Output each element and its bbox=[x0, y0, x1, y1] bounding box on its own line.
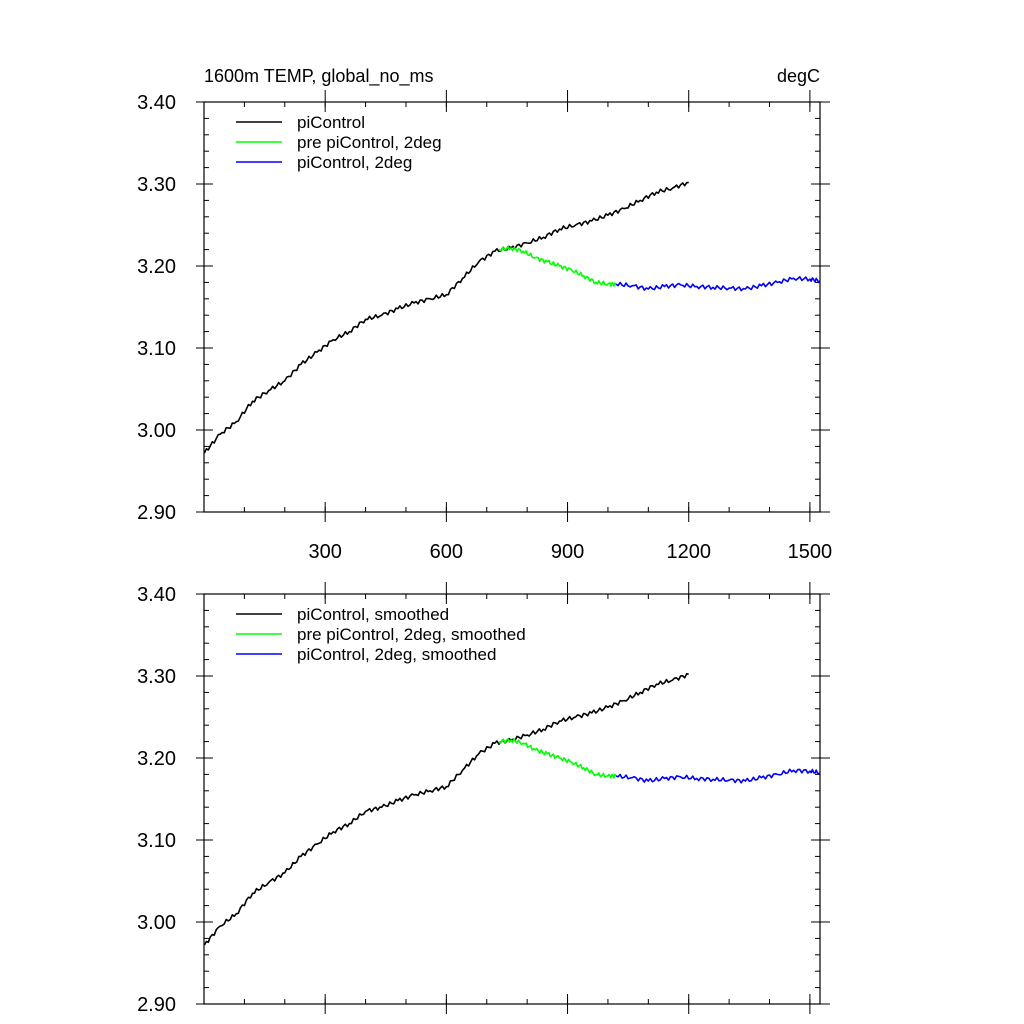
chart-title-left: 1600m TEMP, global_no_ms bbox=[204, 66, 433, 87]
x-tick-label: 600 bbox=[430, 541, 463, 563]
plot-frame bbox=[203, 101, 821, 513]
chart-units-label: degC bbox=[777, 66, 820, 86]
series-line-2 bbox=[615, 275, 821, 292]
series-line-0 bbox=[203, 672, 689, 946]
legend-label: piControl bbox=[297, 113, 365, 132]
y-tick-label: 3.40 bbox=[137, 92, 176, 114]
legend-label: piControl, smoothed bbox=[297, 605, 449, 624]
y-tick-label: 3.20 bbox=[137, 256, 176, 278]
y-tick-label: 3.20 bbox=[137, 748, 176, 770]
plot-frame bbox=[203, 593, 821, 1005]
y-tick-label: 3.00 bbox=[137, 912, 176, 934]
y-tick-label: 3.30 bbox=[137, 174, 176, 196]
series-line-0 bbox=[203, 181, 689, 454]
y-tick-label: 3.00 bbox=[137, 420, 176, 442]
x-tick-label: 1200 bbox=[666, 541, 711, 563]
x-tick-label: 300 bbox=[308, 541, 341, 563]
y-tick-label: 2.90 bbox=[137, 502, 176, 524]
series-line-1 bbox=[498, 245, 617, 287]
bottom-panel: 2.90 3.00 3.10 3.20 3.30 3.40 piControl, smoot… bbox=[137, 582, 830, 1016]
y-tick-label: 3.40 bbox=[137, 584, 176, 606]
series-line-2 bbox=[615, 768, 821, 784]
legend-label: pre piControl, 2deg, smoothed bbox=[297, 625, 526, 644]
x-tick-label: 1500 bbox=[788, 541, 833, 563]
series-line-1 bbox=[498, 737, 617, 779]
y-tick-label: 2.90 bbox=[137, 994, 176, 1016]
y-tick-label: 3.10 bbox=[137, 338, 176, 360]
legend-label: piControl, 2deg bbox=[297, 153, 412, 172]
top-panel: 1600m TEMP, global_no_ms degC 2.90 3.00 3.… bbox=[137, 66, 832, 563]
y-tick-label: 3.30 bbox=[137, 666, 176, 688]
legend-label: pre piControl, 2deg bbox=[297, 133, 442, 152]
y-tick-label: 3.10 bbox=[137, 830, 176, 852]
legend-label: piControl, 2deg, smoothed bbox=[297, 645, 496, 664]
x-tick-label: 900 bbox=[551, 541, 584, 563]
